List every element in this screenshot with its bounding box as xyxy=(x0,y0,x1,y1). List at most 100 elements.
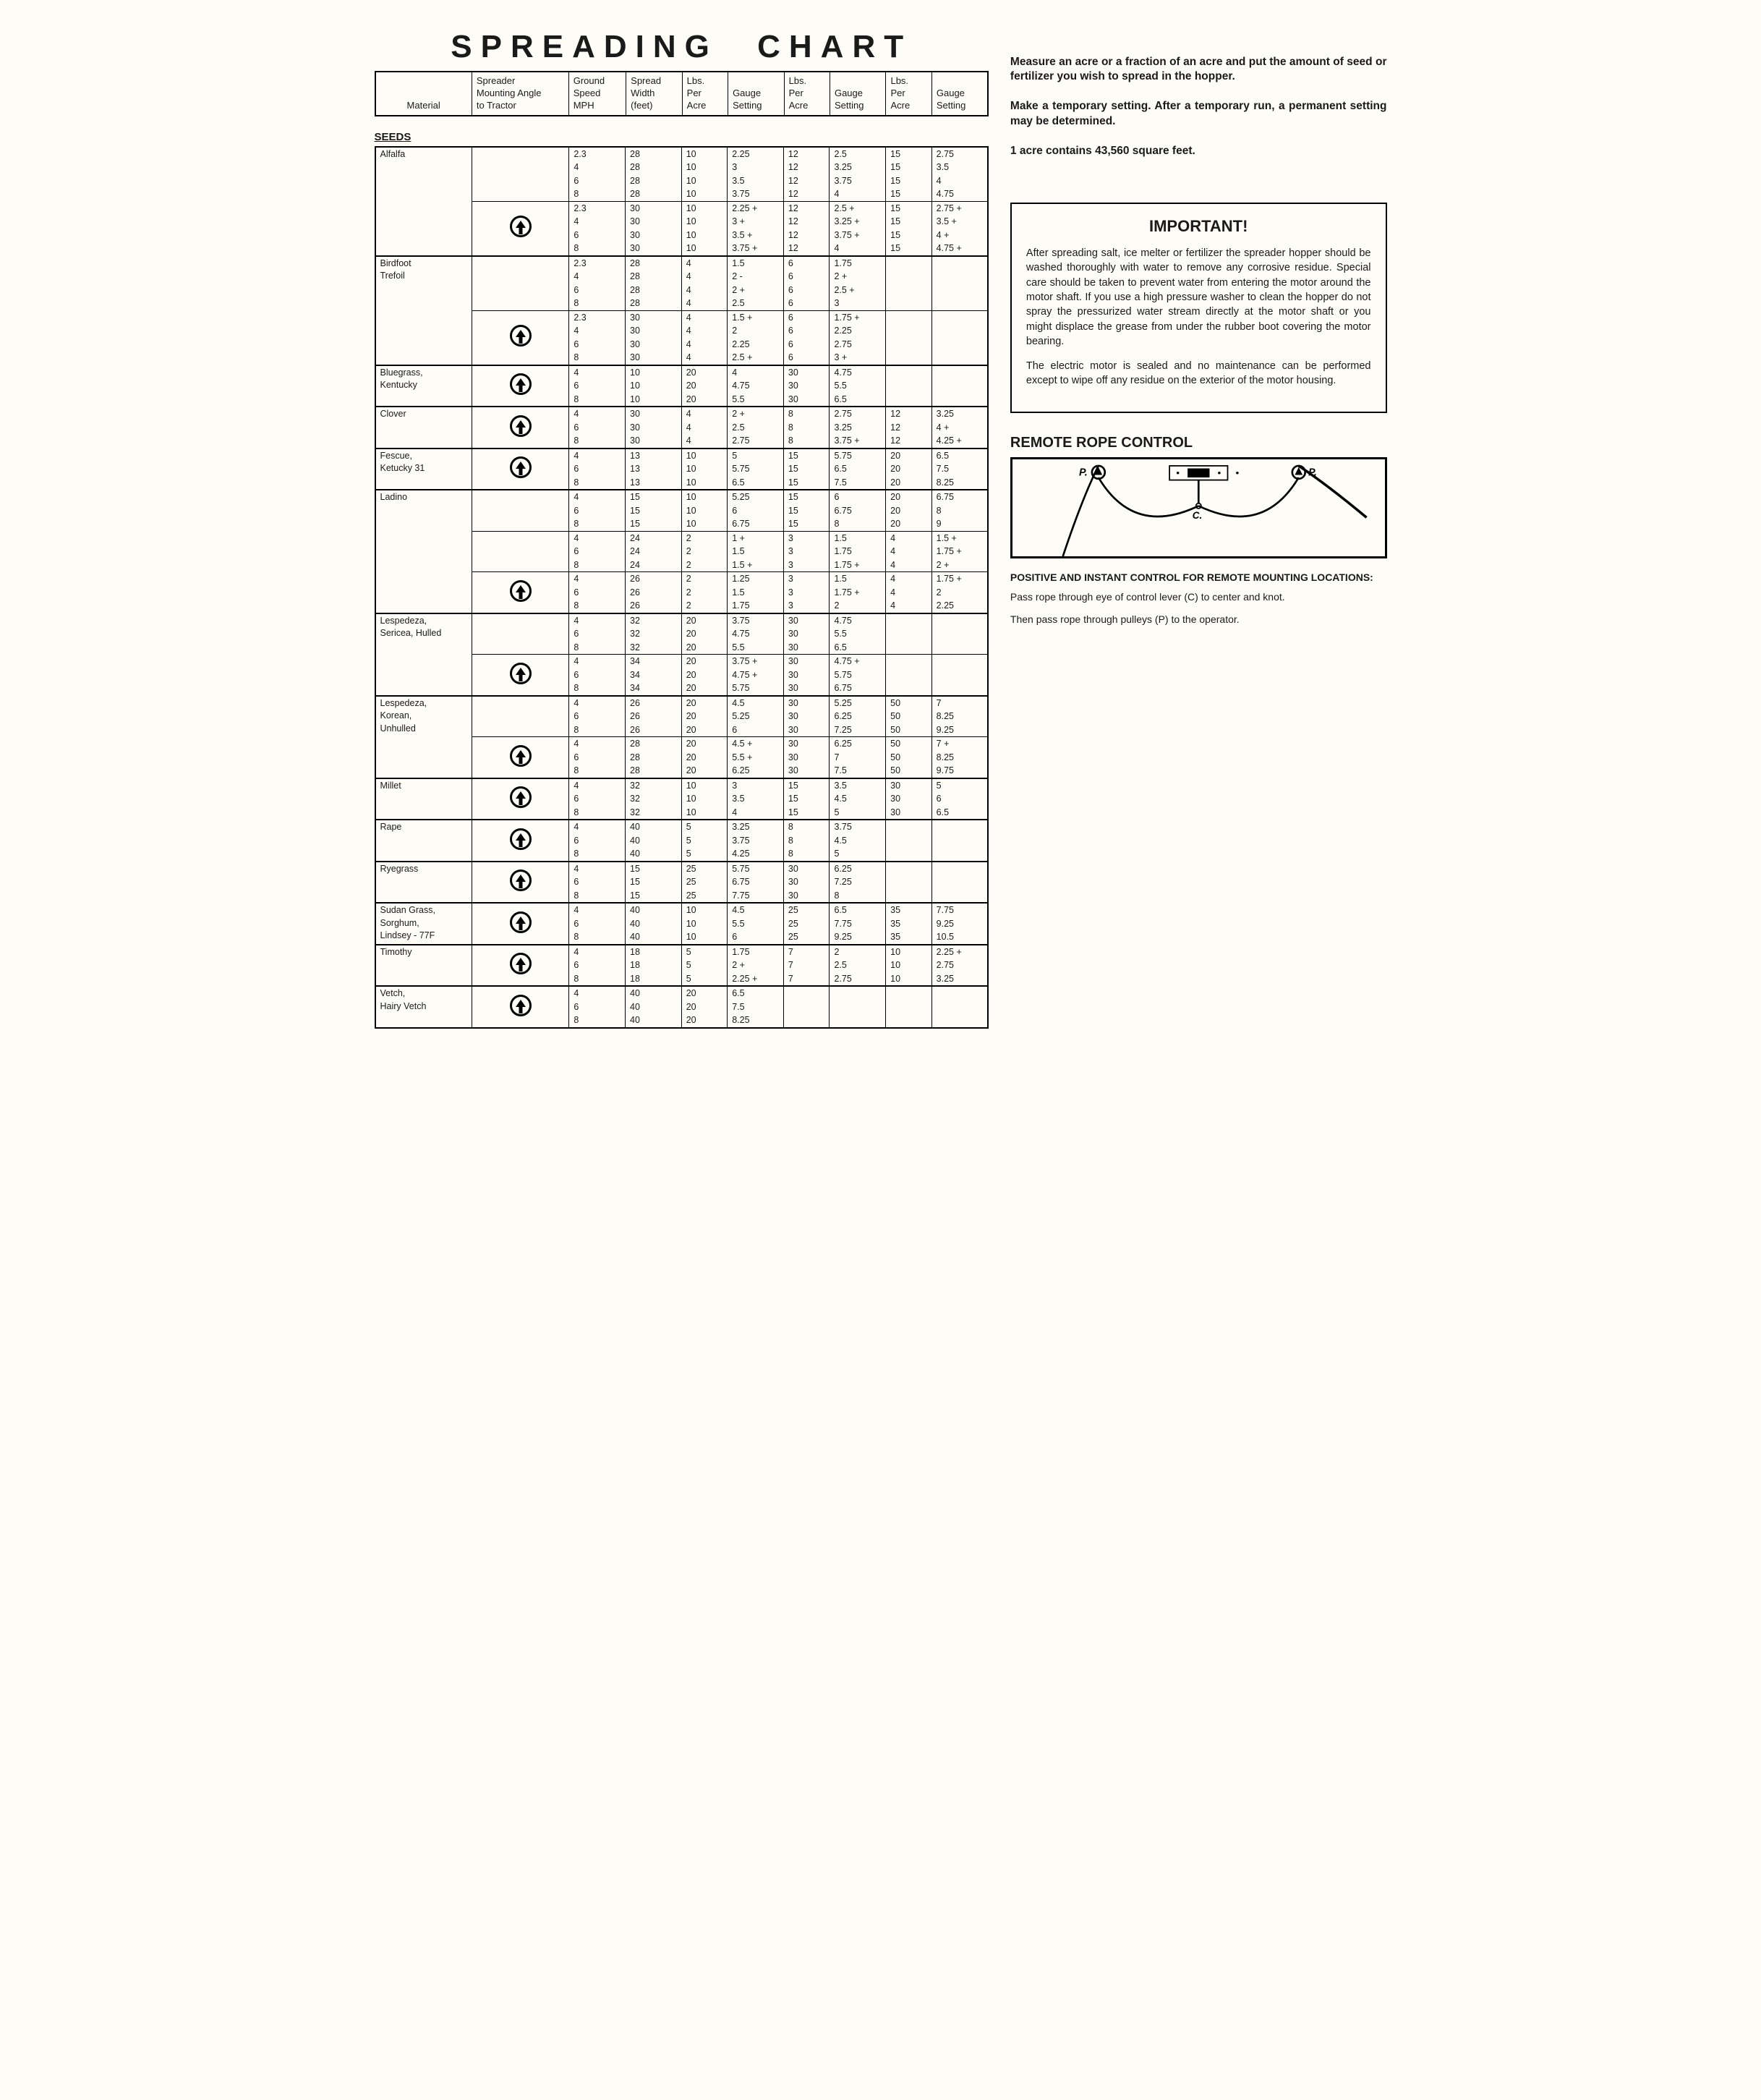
data-cell: 10 xyxy=(681,215,728,229)
data-cell xyxy=(931,297,988,310)
data-cell: 40 xyxy=(626,903,682,917)
data-cell xyxy=(931,668,988,682)
data-cell: 4.75 + xyxy=(931,242,988,256)
data-cell: 2 + xyxy=(830,270,886,284)
col-lbs-2: Lbs.PerAcre xyxy=(784,72,830,116)
material-cell: BirdfootTrefoil xyxy=(375,256,472,365)
data-cell: 6 xyxy=(569,792,626,806)
data-cell: 15 xyxy=(783,517,830,531)
col-gauge-1: GaugeSetting xyxy=(728,72,785,116)
angle-cell xyxy=(472,531,569,572)
data-cell xyxy=(931,820,988,834)
data-cell: 28 xyxy=(626,256,682,271)
data-cell: 4.75 + xyxy=(728,668,784,682)
data-cell: 28 xyxy=(626,297,682,310)
data-cell: 50 xyxy=(886,764,932,778)
data-cell: 30 xyxy=(783,710,830,723)
data-cell: 2.5 xyxy=(728,421,784,435)
data-cell: 1.25 xyxy=(728,572,784,586)
data-cell: 3 + xyxy=(830,351,886,365)
data-cell: 4 xyxy=(681,284,728,297)
data-cell: 4 xyxy=(569,161,626,174)
data-cell: 30 xyxy=(626,242,682,256)
data-cell: 20 xyxy=(681,723,728,737)
data-cell: 8.25 xyxy=(931,751,988,765)
data-cell: 15 xyxy=(886,242,932,256)
material-cell: Fescue,Ketucky 31 xyxy=(375,449,472,490)
angle-cell xyxy=(472,256,569,311)
data-cell: 6 xyxy=(569,875,626,889)
data-cell: 6.25 xyxy=(830,710,886,723)
data-cell: 2.5 xyxy=(830,147,886,161)
data-cell: 15 xyxy=(626,889,682,904)
up-arrow-icon xyxy=(510,911,532,933)
data-cell: 6 xyxy=(783,284,830,297)
col-width: SpreadWidth(feet) xyxy=(626,72,683,116)
seeds-table: Alfalfa2.328102.25122.5152.75428103123.2… xyxy=(375,146,989,1029)
material-cell: Alfalfa xyxy=(375,147,472,256)
data-cell xyxy=(886,284,932,297)
data-cell xyxy=(931,379,988,393)
data-cell: 5 xyxy=(830,847,886,862)
data-cell: 6.5 xyxy=(728,476,784,490)
data-cell: 1.5 + xyxy=(931,531,988,545)
material-cell: Timothy xyxy=(375,945,472,987)
data-cell: 50 xyxy=(886,723,932,737)
data-cell: 3.75 xyxy=(728,834,784,848)
data-cell: 2.5 xyxy=(728,297,784,310)
data-cell: 10 xyxy=(681,449,728,463)
data-cell: 3.75 + xyxy=(830,229,886,242)
data-cell: 12 xyxy=(783,242,830,256)
data-cell xyxy=(931,655,988,668)
data-cell: 3.5 + xyxy=(931,215,988,229)
data-cell: 3.5 xyxy=(830,778,886,793)
data-cell: 4 xyxy=(886,572,932,586)
data-cell: 4 xyxy=(569,531,626,545)
data-cell: 25 xyxy=(681,862,728,876)
data-cell: 2 + xyxy=(728,407,784,421)
data-cell: 5 xyxy=(931,778,988,793)
data-cell: 40 xyxy=(626,820,682,834)
data-cell: 2 xyxy=(830,599,886,613)
data-cell: 3 xyxy=(783,545,830,558)
data-cell: 18 xyxy=(626,972,682,987)
angle-cell xyxy=(472,655,569,696)
data-cell: 3 xyxy=(783,586,830,600)
angle-cell xyxy=(472,201,569,256)
data-cell: 30 xyxy=(783,764,830,778)
data-cell: 4 + xyxy=(931,421,988,435)
data-cell: 3 xyxy=(728,161,784,174)
data-cell xyxy=(931,310,988,324)
data-cell: 9 xyxy=(931,517,988,531)
data-cell xyxy=(886,655,932,668)
instruction-2: Make a temporary setting. After a tempor… xyxy=(1010,99,1387,129)
data-cell: 6 xyxy=(783,297,830,310)
data-cell: 28 xyxy=(626,284,682,297)
data-cell: 28 xyxy=(626,270,682,284)
data-cell: 15 xyxy=(886,215,932,229)
data-cell: 10 xyxy=(681,504,728,518)
data-cell: 15 xyxy=(783,778,830,793)
data-cell: 10 xyxy=(886,972,932,987)
data-cell: 4 xyxy=(681,297,728,310)
data-cell: 4 xyxy=(569,324,626,338)
data-cell: 30 xyxy=(783,365,830,380)
data-cell: 10 xyxy=(886,958,932,972)
data-cell: 2.5 + xyxy=(728,351,784,365)
data-cell: 6 xyxy=(830,490,886,504)
data-cell: 2.25 + xyxy=(728,972,784,987)
data-cell: 1.75 + xyxy=(830,586,886,600)
pulley-left-label: P. xyxy=(1079,467,1088,478)
data-cell: 20 xyxy=(681,613,728,628)
data-cell: 50 xyxy=(886,696,932,710)
data-cell: 4.25 + xyxy=(931,434,988,449)
data-cell: 20 xyxy=(681,655,728,668)
data-cell xyxy=(830,1000,886,1014)
data-cell: 20 xyxy=(681,627,728,641)
data-cell: 4 xyxy=(931,174,988,188)
data-cell: 8 xyxy=(569,889,626,904)
data-cell: 30 xyxy=(783,862,830,876)
data-cell: 10 xyxy=(681,187,728,201)
data-cell xyxy=(886,351,932,365)
data-cell: 5 xyxy=(681,945,728,959)
